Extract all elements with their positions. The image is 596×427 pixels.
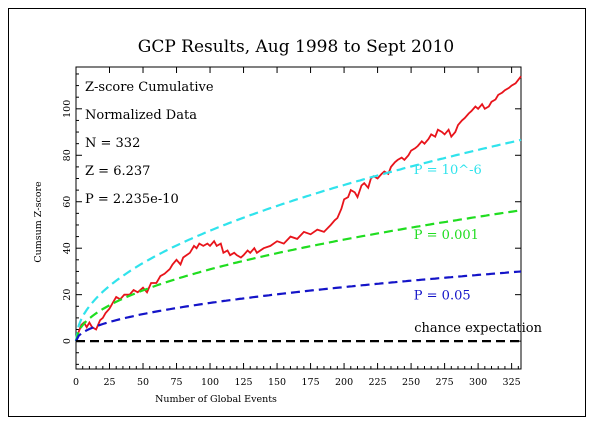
stats-line: Z = 6.237 <box>85 164 150 179</box>
stats-line: Normalized Data <box>85 108 197 123</box>
y-tick-label: 60 <box>62 196 73 208</box>
x-tick-label: 250 <box>402 377 420 388</box>
x-tick-label: 150 <box>268 377 286 388</box>
y-axis-label: Cumsum Z-score <box>33 181 44 263</box>
x-tick-label: 275 <box>436 377 454 388</box>
x-tick-label: 200 <box>335 377 353 388</box>
y-tick-label: 0 <box>62 338 73 344</box>
series-line-p-10-6 <box>74 138 522 342</box>
series-label-p-0-05: P = 0.05 <box>414 288 471 303</box>
chart-title: GCP Results, Aug 1998 to Sept 2010 <box>138 37 455 57</box>
x-tick-label: 300 <box>469 377 487 388</box>
x-tick-label: 325 <box>503 377 521 388</box>
series-label-p-10-6: P = 10^-6 <box>414 163 482 178</box>
series-label-chance-expectation: chance expectation <box>414 321 542 336</box>
x-tick-label: 25 <box>103 377 115 388</box>
x-tick-label: 50 <box>137 377 149 388</box>
y-tick-label: 20 <box>62 289 73 301</box>
plot-area: 0 25 50 75 100 125 150 175 200 225 250 275 300 325 0 20… <box>62 66 543 388</box>
x-tick-label: 175 <box>301 377 319 388</box>
x-tick-label: 225 <box>369 377 387 388</box>
plot-border <box>75 66 522 370</box>
x-tick-label: 0 <box>73 377 79 388</box>
x-tick-label: 125 <box>234 377 252 388</box>
y-tick-label: 40 <box>62 242 73 254</box>
series-line-p-0-001 <box>74 209 522 342</box>
chart-canvas: GCP Results, Aug 1998 to Sept 2010 Numbe… <box>33 37 543 405</box>
y-tick-label: 80 <box>62 149 73 161</box>
stats-line: N = 332 <box>85 136 140 151</box>
series-line-p-0-05 <box>75 270 522 342</box>
stats-line: P = 2.235e-10 <box>85 192 179 207</box>
stats-block: Z-score Cumulative Normalized Data N = 332… <box>85 80 214 207</box>
x-axis-label: Number of Global Events <box>155 394 277 405</box>
x-tick-label: 100 <box>201 377 219 388</box>
x-tick-label: 75 <box>170 377 182 388</box>
stats-line: Z-score Cumulative <box>85 80 214 95</box>
y-tick-label: 100 <box>62 100 73 118</box>
series-label-p-0-001: P = 0.001 <box>414 228 479 243</box>
chart-frame: GCP Results, Aug 1998 to Sept 2010 Numbe… <box>8 8 586 417</box>
